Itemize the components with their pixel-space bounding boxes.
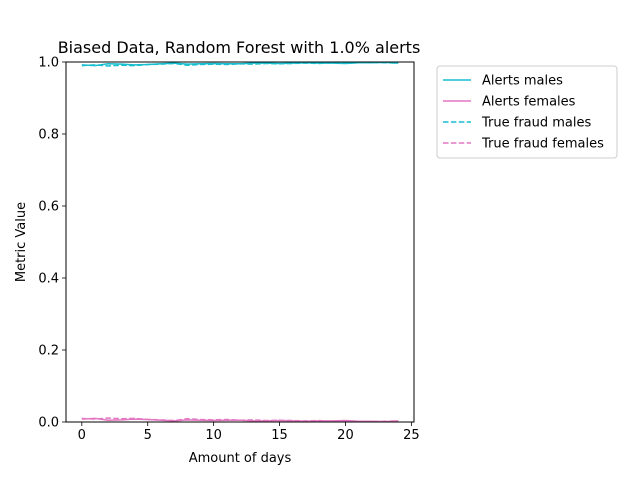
y-tick-label: 0.8	[38, 128, 59, 143]
legend-label: True fraud females	[481, 137, 604, 152]
x-tick-label: 15	[271, 428, 288, 443]
legend-items: Alerts males Alerts females True fraud mal…	[443, 74, 604, 152]
y-axis-label: Metric Value	[14, 202, 29, 282]
series-layer	[81, 61, 399, 423]
axes-frame	[65, 61, 415, 423]
x-tick-label: 0	[78, 428, 86, 443]
legend: Alerts males Alerts females True fraud mal…	[436, 65, 618, 159]
x-tick-label: 20	[337, 428, 354, 443]
x-tick-label: 10	[205, 428, 222, 443]
x-tick-label: 25	[403, 428, 420, 443]
x-axis-label: Amount of days	[189, 451, 292, 466]
legend-label: True fraud males	[481, 116, 591, 131]
chart-title: Biased Data, Random Forest with 1.0% ale…	[58, 38, 421, 57]
y-axis: 0.0 0.2 0.4 0.6 0.8 1.0	[38, 56, 66, 431]
x-axis: 0 5 10 15 20 25	[78, 422, 420, 443]
legend-label: Alerts males	[482, 74, 563, 89]
y-tick-label: 0.2	[38, 344, 59, 359]
x-tick-label: 5	[144, 428, 152, 443]
plot-area	[65, 61, 415, 423]
y-tick-label: 0.6	[38, 200, 59, 215]
series-line-true-fraud-females	[81, 417, 399, 423]
y-tick-label: 0.4	[38, 272, 59, 287]
series-line-true-fraud-males	[81, 61, 399, 67]
legend-frame	[436, 65, 618, 159]
y-tick-label: 0.0	[38, 416, 59, 431]
legend-label: Alerts females	[482, 95, 576, 110]
y-tick-label: 1.0	[38, 56, 59, 71]
